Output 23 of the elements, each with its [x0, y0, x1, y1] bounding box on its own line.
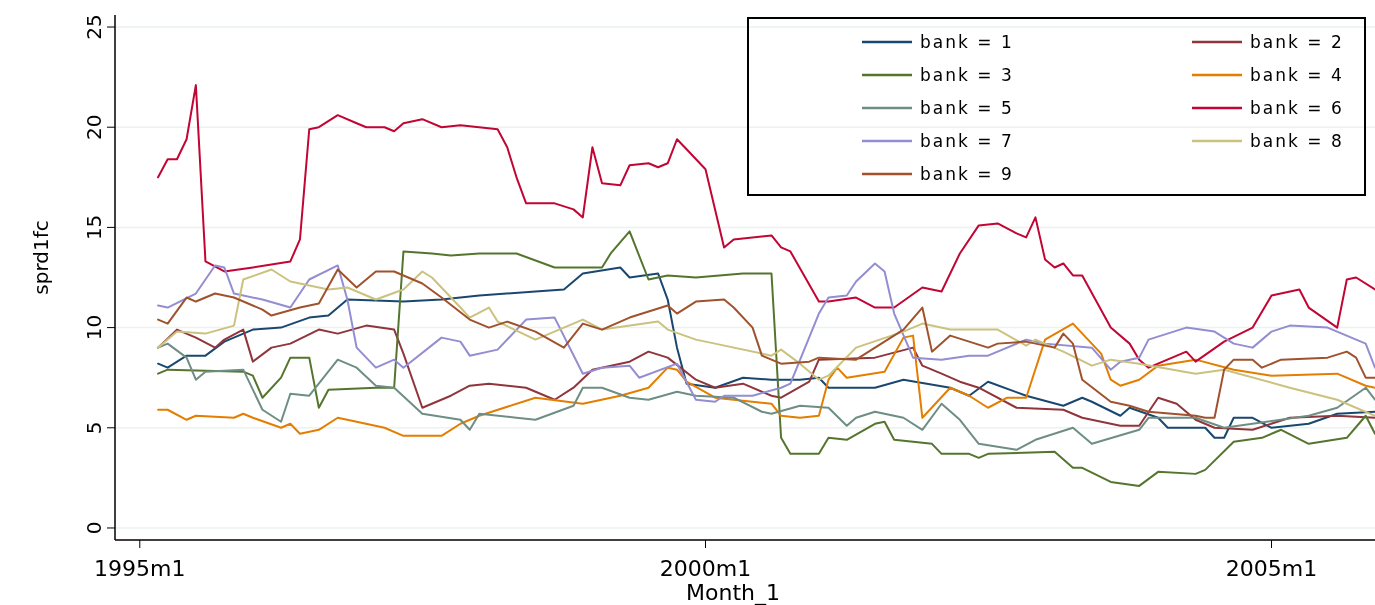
- legend-label: bank = 6: [1250, 98, 1344, 118]
- x-tick-label: 1995m1: [94, 556, 186, 581]
- x-tick-label: 2000m1: [659, 556, 752, 581]
- line-series: [157, 342, 1375, 451]
- x-tick-label: 2005m1: [1225, 556, 1318, 581]
- line-series: [157, 230, 1375, 487]
- x-axis-title: Month_1: [686, 580, 780, 605]
- legend-label: bank = 4: [1250, 65, 1344, 85]
- legend-label: bank = 8: [1250, 131, 1344, 151]
- legend-label: bank = 3: [920, 65, 1014, 85]
- line-series: [157, 84, 1375, 369]
- y-tick-label: 5: [82, 421, 106, 435]
- y-tick-label: 25: [82, 14, 106, 40]
- y-tick-label: 0: [82, 521, 106, 535]
- y-axis-title: sprd1fc: [29, 220, 53, 295]
- y-tick-label: 15: [82, 214, 106, 241]
- legend-label: bank = 7: [920, 131, 1014, 151]
- y-tick-label: 10: [82, 314, 106, 341]
- legend-label: bank = 9: [920, 164, 1014, 184]
- legend-label: bank = 2: [1250, 32, 1344, 52]
- legend-label: bank = 5: [920, 98, 1014, 118]
- y-tick-label: 20: [82, 114, 106, 140]
- legend-label: bank = 1: [920, 32, 1014, 52]
